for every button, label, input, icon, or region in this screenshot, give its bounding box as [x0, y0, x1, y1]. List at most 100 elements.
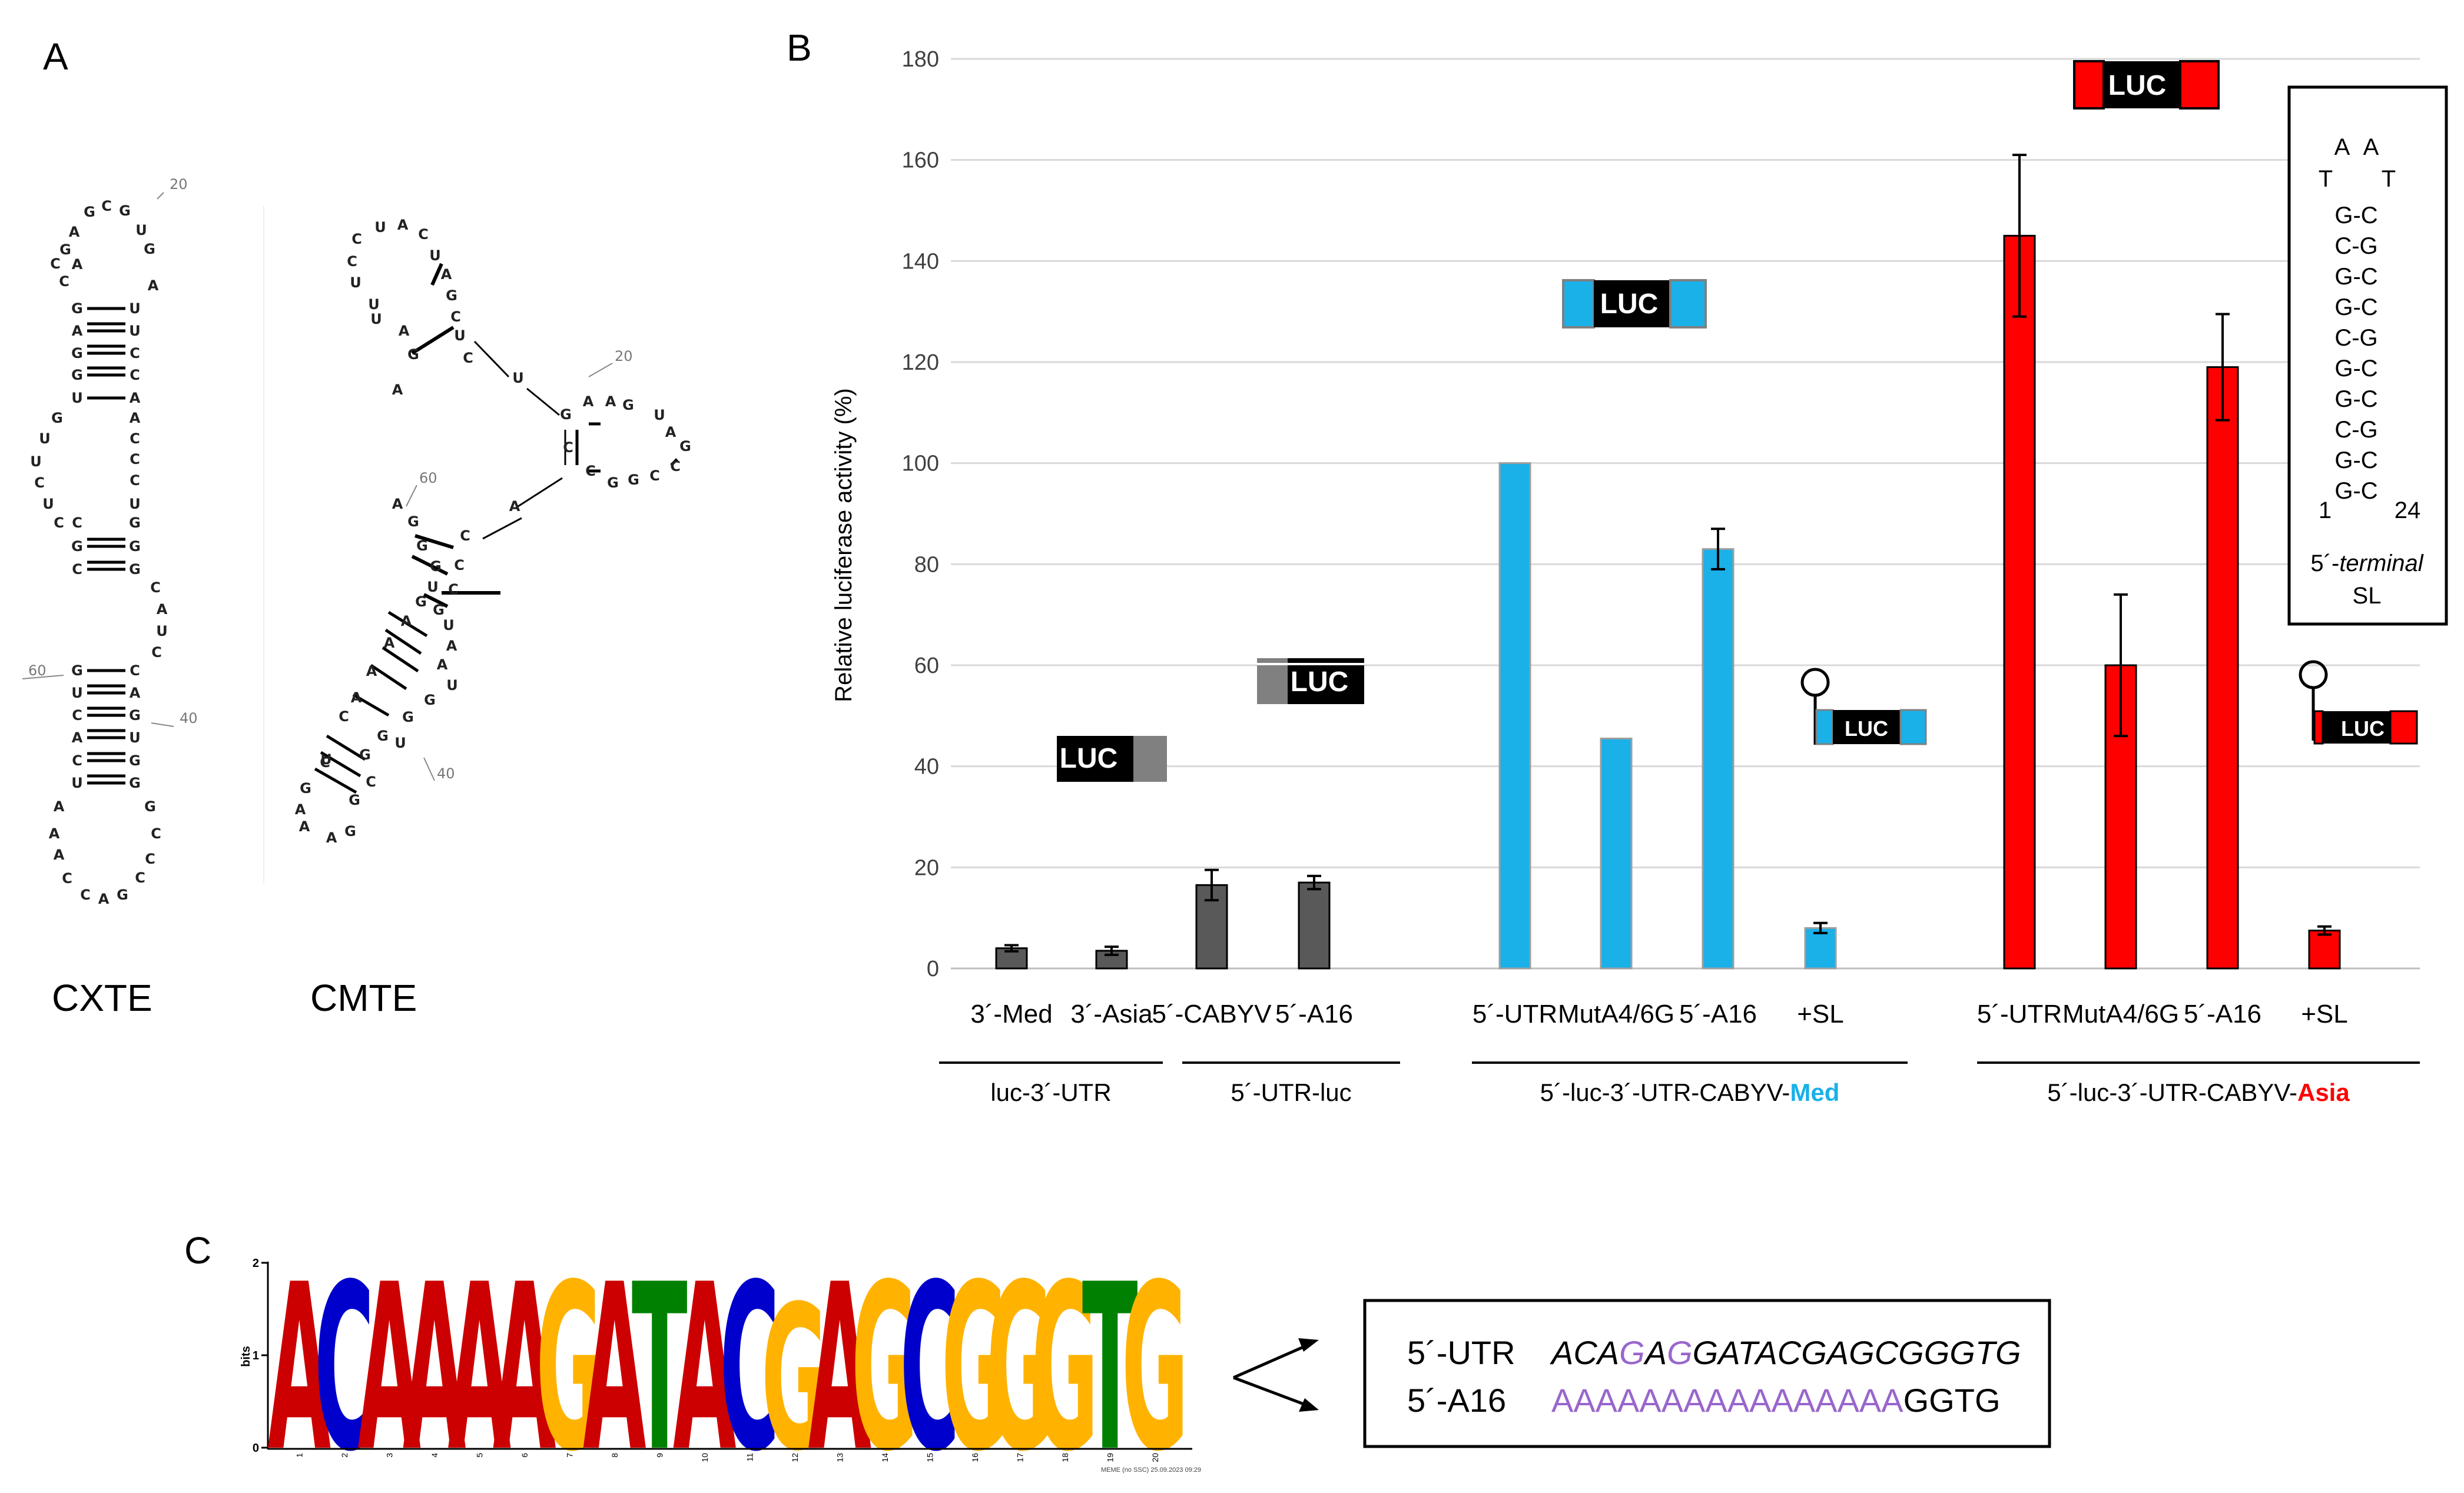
nucleotide: A: [509, 498, 520, 515]
logo-position-label: 17: [1015, 1453, 1024, 1462]
bar: [2003, 234, 2036, 970]
nucleotide: C: [130, 662, 140, 679]
backbone-segment: [482, 517, 522, 540]
nucleotide: A: [351, 689, 362, 706]
nucleotide: C: [585, 463, 596, 479]
nucleotide: C: [130, 472, 140, 489]
nucleotide: A: [446, 638, 457, 654]
x-category-label: MutA4/6G: [1558, 1000, 1674, 1028]
logo-letter: A: [583, 1235, 647, 1493]
construct-5utr-luc: LUC: [1257, 658, 1364, 704]
nucleotide: G: [402, 709, 414, 725]
position-number: 60: [419, 470, 437, 486]
logo-position-label: 3: [384, 1453, 394, 1458]
construct-utr3-box: [2179, 60, 2220, 110]
group-label-highlight: Asia: [2297, 1079, 2350, 1106]
nucleotide: A: [72, 729, 83, 746]
logo-position-label: 13: [835, 1453, 844, 1462]
nucleotide: U: [320, 751, 332, 768]
construct-utr5-box: [2073, 60, 2105, 110]
construct-luc-label: LUC: [1600, 288, 1659, 320]
nucleotide: U: [30, 453, 42, 470]
construct-utr3-box: [1899, 709, 1927, 745]
nucleotide: G: [71, 367, 83, 383]
logo-position-label: 4: [430, 1453, 439, 1458]
construct-3utr-box: [1133, 736, 1167, 782]
logo-letter: A: [673, 1235, 737, 1493]
nucleotide: A: [72, 256, 83, 273]
sl-loop-base: A: [2363, 134, 2379, 160]
nucleotide: G: [446, 287, 457, 304]
panel-label-c: C: [184, 1229, 211, 1272]
construct-luc-box: [1594, 280, 1670, 327]
nucleotide: U: [71, 685, 83, 701]
nucleotide: C: [339, 708, 349, 725]
group-label-text: 5´-UTR-luc: [1231, 1079, 1351, 1106]
arrow-shaft: [1232, 1342, 1311, 1379]
nucleotide: U: [427, 579, 439, 595]
nucleotide: C: [463, 350, 473, 366]
nucleotide: G: [430, 558, 442, 575]
nucleotide: C: [320, 754, 330, 771]
nucleotide: G: [416, 538, 428, 554]
nucleotide: G: [679, 438, 691, 454]
seq2-label: 5´-A16: [1407, 1382, 1506, 1419]
bar: [2308, 930, 2341, 970]
logo-position-label: 12: [790, 1453, 800, 1462]
construct-luc-3utr: LUC: [1057, 736, 1167, 782]
cmte-label: CMTE: [310, 977, 417, 1019]
y-tick-label: 20: [914, 855, 939, 880]
nucleotide: G: [129, 775, 141, 791]
logo-y-tick-label: 2: [253, 1257, 259, 1270]
arrow-shaft: [1233, 1376, 1311, 1408]
sl-base-pair: C-G: [2334, 233, 2377, 259]
nucleotide: C: [418, 226, 429, 243]
sl-loop-base: T: [2382, 166, 2396, 192]
nucleotide: C: [130, 430, 140, 447]
x-category-label: +SL: [1797, 1000, 1844, 1028]
construct-5utr-box: [1257, 658, 1288, 704]
logo-position-labels: 1 2 3 4 5 6 7 8 9 10 11 12 13 14 15 16 17 18 19 20: [294, 1453, 1160, 1462]
nucleotide: A: [583, 393, 594, 410]
logo-position-label: 10: [700, 1453, 709, 1462]
nucleotide: C: [50, 256, 61, 272]
x-category-label: 5´-UTR: [1473, 1000, 1557, 1028]
construct-luc-box: [1057, 736, 1133, 782]
nucleotide: U: [374, 219, 386, 235]
logo-position-label: 2: [340, 1453, 349, 1458]
nucleotide: A: [157, 601, 168, 618]
base-pair-bond: [423, 593, 449, 608]
nucleotide: G: [407, 346, 419, 363]
logo-footer: MEME (no SSC) 25.09.2023 09:29: [1101, 1467, 1201, 1474]
y-tick-label: 80: [914, 552, 939, 577]
nucleotide: A: [401, 613, 412, 629]
sl-base-pair: G-C: [2334, 386, 2377, 412]
sl-caption-prefix: 5´-: [2310, 550, 2339, 576]
group-label: 5´-luc-3´-UTR-CABYV-Asia: [2047, 1079, 2350, 1106]
construct-luc-box: [2323, 711, 2390, 744]
x-category-label: 5´-A16: [1679, 1000, 1757, 1028]
panel-b-chart: 0 20 40 60 80 100 120 140 160 180 Relative lucife…: [831, 47, 2448, 1106]
nucleotide: G: [344, 823, 356, 840]
seq1-segment: A: [1643, 1334, 1667, 1371]
bar: [1804, 927, 1837, 970]
construct-luc-label: LUC: [1291, 666, 1349, 698]
logo-position-label: 16: [970, 1453, 980, 1462]
nucleotide: C: [366, 774, 376, 790]
sequence-box-frame: [1363, 1299, 2051, 1448]
nucleotide: G: [433, 602, 445, 618]
nucleotide: G: [71, 345, 83, 361]
group-label: luc-3´-UTR: [990, 1079, 1111, 1106]
nucleotide: A: [392, 496, 403, 512]
logo-position-label: 9: [655, 1453, 664, 1458]
y-tick-label: 60: [914, 653, 939, 678]
stem-loop-icon: [1800, 668, 1830, 697]
logo-position-label: 20: [1150, 1453, 1160, 1462]
nucleotide: G: [622, 397, 634, 413]
nucleotide: A: [130, 410, 141, 426]
construct-luc-label: LUC: [1060, 743, 1118, 774]
cxte-label: CXTE: [52, 977, 152, 1019]
nucleotide: A: [54, 798, 65, 815]
